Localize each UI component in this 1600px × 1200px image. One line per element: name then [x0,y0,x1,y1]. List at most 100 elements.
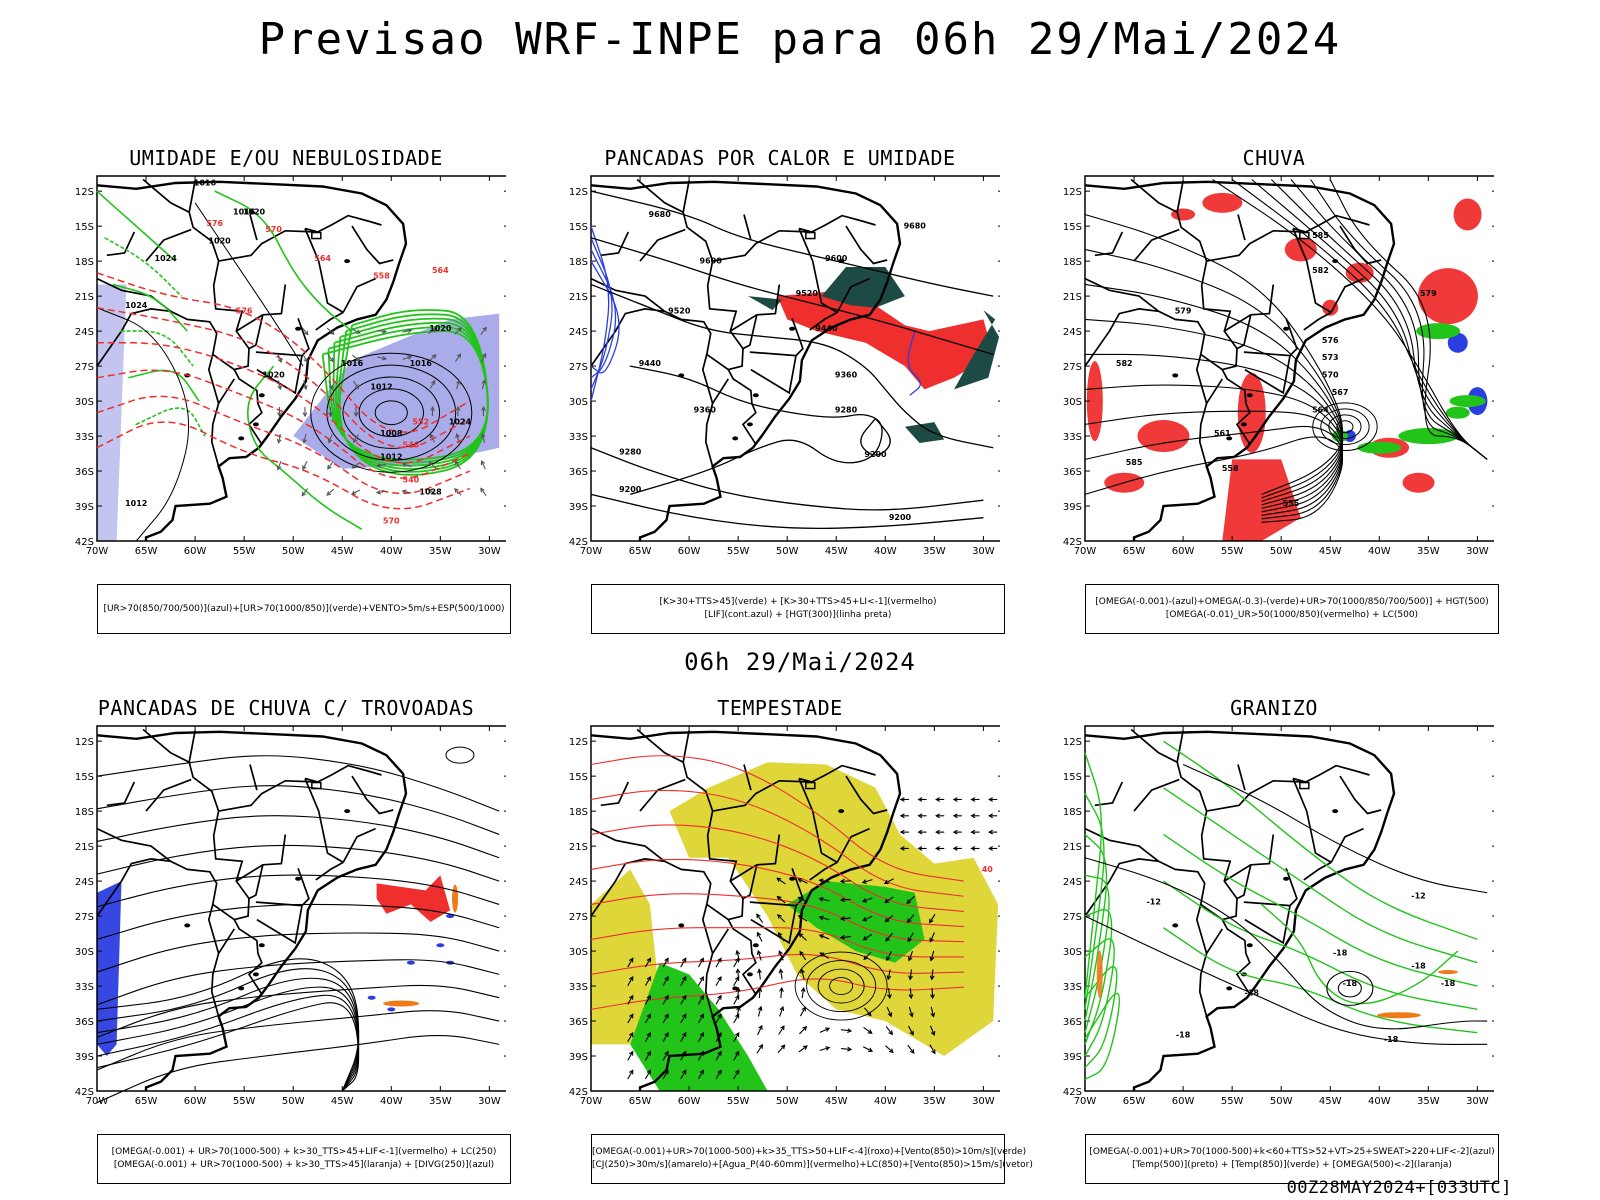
wind-vector-850 [699,994,704,1000]
border-line [1198,403,1208,467]
temp-500-contour [1326,970,1374,1006]
wind-vector-850 [664,994,669,1000]
thickness-contour [96,421,471,510]
wind-vector-850 [841,917,852,920]
wind-vector-850 [758,1043,764,1049]
streamline-250 [96,874,500,908]
lat-tick-label: 12S [1063,187,1082,198]
wind-vector [326,491,332,496]
wind-vector [480,460,486,466]
wind-vector-850 [931,969,934,980]
wind-vector-850 [757,986,763,992]
wind-vector-850 [868,1047,874,1052]
lon-tick-label: 65W [1123,1096,1146,1107]
wind-vector-850 [627,958,634,968]
lon-tick-label: 35W [1417,1096,1440,1107]
wind-vector-850 [818,878,824,884]
wind-vector-850 [906,895,915,904]
coastline [590,730,902,1091]
wind-vector-850 [697,976,704,986]
wind-vector-850 [780,1044,786,1050]
border-line [145,228,192,262]
contour-label: 1020 [429,324,452,333]
contour-label: 1020 [243,207,266,216]
border-line [845,775,888,815]
wind-vector-850 [733,1014,740,1024]
panel-title: UMIDADE E/OU NEBULOSIDADE [129,146,443,170]
wind-vector-850 [681,1050,687,1056]
panel-tempestade: TEMPESTADE 12S 15S 18S 21S 24S 27S 30S 33S 36S 39… [560,696,1033,1184]
contour-label: 561 [1214,429,1231,438]
lon-tick-label: 50W [1270,1096,1293,1107]
wind-vector-850 [779,986,784,992]
wind-vector-850 [819,879,830,883]
border-line [351,775,394,815]
temp-850-contour [1162,927,1478,1034]
wind-vector-850 [715,1051,722,1061]
wind-vector-850 [629,994,634,1000]
wind-vector [278,433,281,443]
panel-legend: [OMEGA(-0.001)+UR>70(1000-500)+k<60+TTS>… [1085,1134,1499,1184]
border-line [1206,779,1306,812]
border-line [233,369,263,449]
lake-spot [1332,809,1339,814]
lat-tick-label: 33S [75,982,94,993]
border-line [342,827,376,863]
wind-vector [376,329,387,333]
border-line [1205,928,1224,954]
lon-tick-label: 65W [135,546,158,557]
border-line [1243,868,1298,907]
lake-spot [295,326,302,331]
wind-vector-850 [629,1032,634,1038]
thickness-contour [96,307,471,449]
lat-tick-label: 15S [75,222,94,233]
lifted-index-contour [590,237,613,390]
wind-vector [454,353,462,362]
wind-vector-850 [863,933,873,941]
legend-line-1: [OMEGA(-0.001)+UR>70(1000-500)+k<60+TTS>… [1089,1147,1495,1157]
lat-tick-label: 27S [1063,362,1082,373]
temp-850-contour [1163,880,1478,1011]
legend-line-1: [OMEGA(-0.001)-(azul)+OMEGA(-0.3)-(verde… [1095,597,1489,607]
lat-tick-label: 36S [1063,467,1082,478]
wind-vector [455,461,461,470]
humidity-high-levels [97,284,127,541]
lon-tick-label: 30W [478,1096,501,1107]
lon-tick-label: 55W [233,1096,256,1107]
divergence-zone [446,914,455,919]
lon-tick-label: 35W [1417,546,1440,557]
lat-tick-label: 30S [75,947,94,958]
wind-vector [376,490,387,494]
wind-vector-850 [715,1014,722,1024]
lon-tick-label: 50W [282,546,305,557]
panel-title: PANCADAS DE CHUVA C/ TROVOADAS [97,696,475,720]
border-line [1330,277,1364,313]
wind-vector [480,432,486,439]
border-line [1133,778,1180,812]
wind-vector-850 [779,969,783,980]
lat-tick-label: 42S [569,1087,588,1098]
lat-tick-label: 18S [75,807,94,818]
wind-vector [328,384,334,391]
wind-vector-850 [627,1070,634,1080]
wind-vector-850 [884,898,890,904]
wind-vector [351,489,361,495]
lat-tick-label: 27S [569,912,588,923]
border-line [1176,730,1184,763]
border-line [1206,229,1306,262]
streamline-250 [96,844,500,882]
wind-vector [355,356,361,362]
panel-umidade: UMIDADE E/OU NEBULOSIDADE 12S 15S 18S 21S 24… [66,146,511,634]
wind-vector-850 [757,1025,763,1036]
contour-label: 1016 [341,359,364,368]
wind-vector-850 [861,898,867,903]
wind-vector-850 [680,1032,687,1042]
wind-vector-850 [867,1029,873,1034]
lon-tick-label: 65W [629,546,652,557]
border-line [1084,308,1159,367]
lon-tick-label: 40W [380,1096,403,1107]
border-line [142,178,250,350]
wind-vector [432,328,438,333]
contour-label: 564 [314,254,331,263]
